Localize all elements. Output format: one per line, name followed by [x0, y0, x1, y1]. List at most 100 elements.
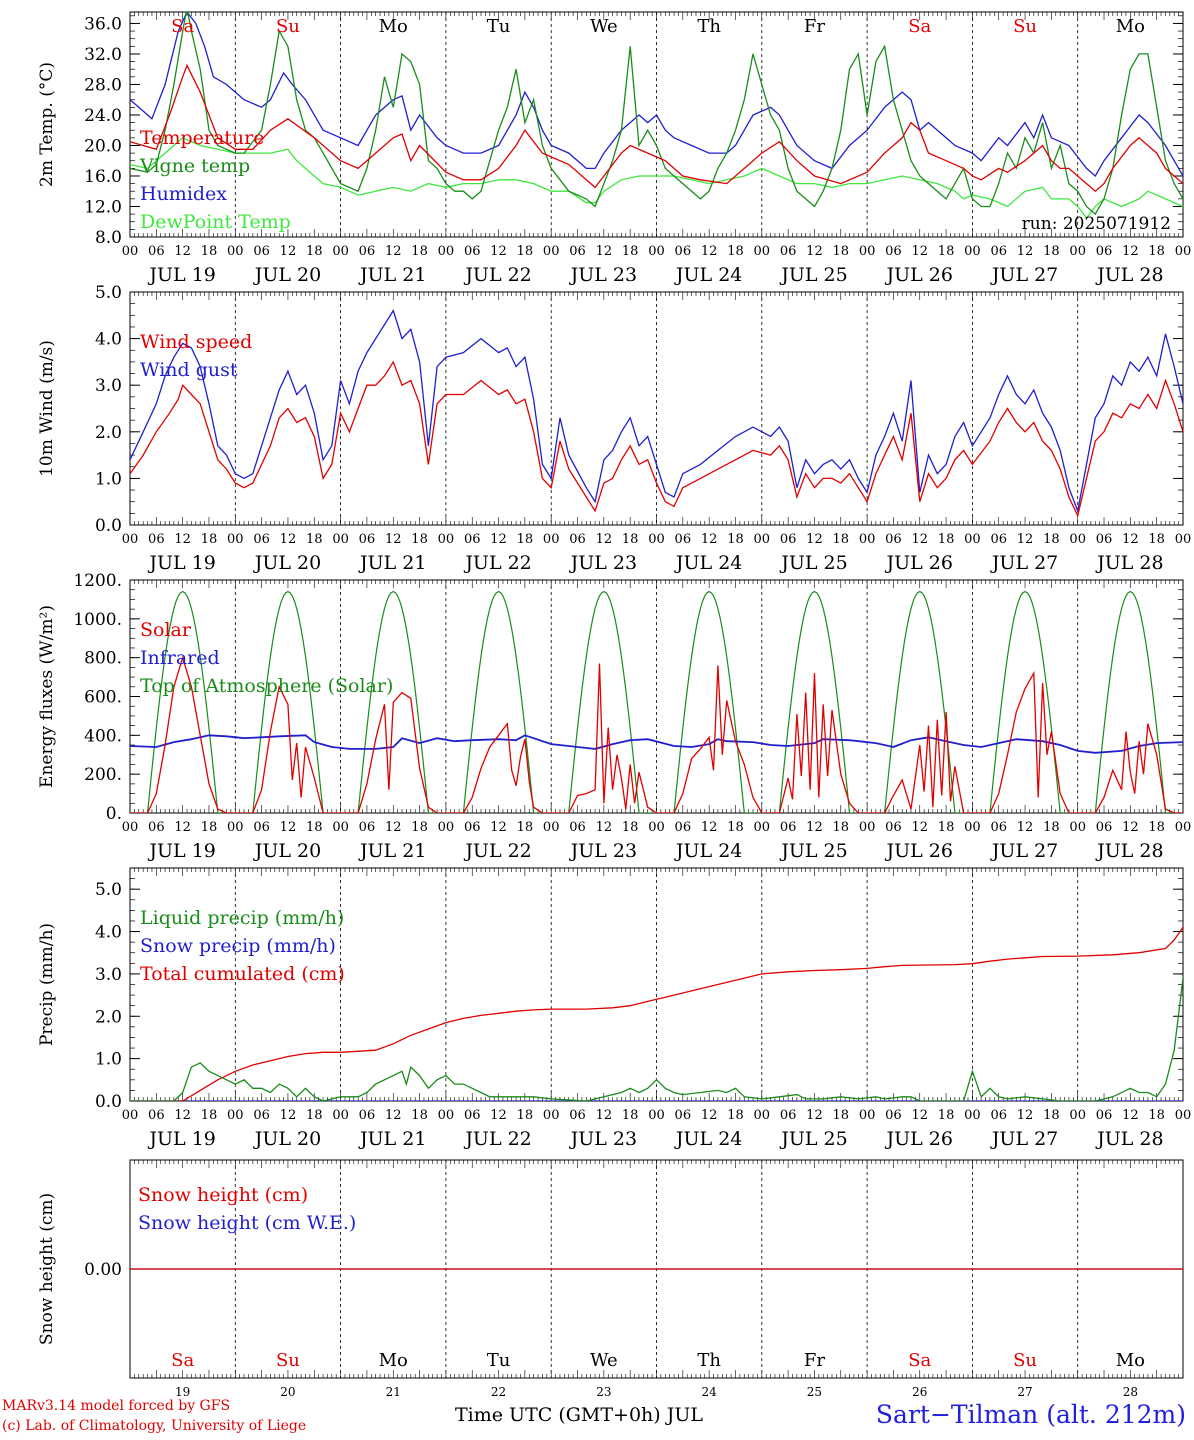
y-tick-label: 3.0 — [95, 376, 122, 396]
hour-tick-label: 00 — [1069, 1108, 1086, 1123]
hour-tick-label: 18 — [1148, 820, 1165, 835]
hour-tick-label: 12 — [385, 820, 402, 835]
hour-tick-label: 00 — [859, 532, 876, 547]
y-tick-label: 24.0 — [84, 106, 122, 126]
hour-tick-label: 18 — [201, 532, 218, 547]
hour-tick-label: 06 — [990, 532, 1007, 547]
legend-entry: Vigne temp — [139, 155, 250, 177]
date-label: JUL 28 — [1095, 1128, 1163, 1150]
series-group — [130, 309, 1183, 518]
y-tick-label: 8.0 — [95, 228, 122, 248]
y-tick-label: 4.0 — [95, 330, 122, 350]
hour-tick-label: 06 — [780, 244, 797, 259]
hour-tick-label: 00 — [1175, 820, 1192, 835]
hour-tick-label: 12 — [1017, 820, 1034, 835]
hour-tick-label: 00 — [227, 244, 244, 259]
hour-tick-label: 18 — [727, 532, 744, 547]
day-name-label: Sa — [908, 1350, 931, 1371]
hour-tick-label: 18 — [201, 1108, 218, 1123]
hour-tick-label: 18 — [727, 820, 744, 835]
hour-tick-label: 12 — [911, 532, 928, 547]
hour-tick-label: 18 — [727, 244, 744, 259]
legend-entry: Snow height (cm W.E.) — [138, 1212, 356, 1234]
hour-tick-label: 12 — [280, 532, 297, 547]
day-name-label: Fr — [804, 1350, 825, 1371]
hour-tick-label: 00 — [648, 244, 665, 259]
day-name-label: Su — [276, 16, 300, 37]
y-tick-label: 5.0 — [95, 283, 122, 303]
hour-tick-label: 06 — [1096, 820, 1113, 835]
panel-3: 0. 200. 400. 600. 800. 1000. 1200. Energy fluxe… — [37, 571, 1192, 862]
hour-tick-label: 12 — [490, 244, 507, 259]
hour-tick-label: 06 — [1096, 1108, 1113, 1123]
hour-tick-label: 06 — [569, 1108, 586, 1123]
y-tick-label: 0.00 — [84, 1260, 122, 1280]
date-label: JUL 27 — [990, 552, 1058, 574]
hour-tick-label: 06 — [253, 244, 270, 259]
date-label: JUL 21 — [358, 552, 426, 574]
y-tick-label: 2.0 — [95, 1007, 122, 1027]
y-tick-label: 400. — [84, 726, 122, 746]
hour-tick-label: 18 — [938, 244, 955, 259]
hour-tick-label: 00 — [1175, 1108, 1192, 1123]
date-label: JUL 28 — [1095, 264, 1163, 286]
date-label: JUL 23 — [569, 1128, 637, 1150]
series-group — [130, 12, 1183, 219]
series-line-wind-speed — [130, 360, 1183, 518]
hour-tick-label: 00 — [754, 1108, 771, 1123]
hour-tick-label: 06 — [569, 820, 586, 835]
date-label: JUL 21 — [358, 840, 426, 862]
day-number-label: 26 — [912, 1385, 927, 1399]
hour-tick-label: 18 — [833, 532, 850, 547]
date-label: JUL 28 — [1095, 840, 1163, 862]
hour-tick-label: 18 — [411, 244, 428, 259]
legend-entry: DewPoint Temp — [140, 211, 291, 233]
hour-tick-label: 12 — [174, 820, 191, 835]
hour-tick-label: 06 — [780, 532, 797, 547]
day-number-label: 21 — [386, 1385, 401, 1399]
panel-1: 8.0 12.0 16.0 20.0 24.0 28.0 32.0 36.0 2m Temp. … — [37, 11, 1191, 286]
legend-entry: Liquid precip (mm/h) — [140, 907, 344, 929]
date-label: JUL 26 — [885, 552, 953, 574]
series-line-humidex — [130, 12, 1183, 178]
hour-tick-label: 00 — [543, 244, 560, 259]
hour-tick-label: 12 — [911, 244, 928, 259]
day-name-label: We — [590, 16, 618, 37]
hour-tick-label: 06 — [148, 1108, 165, 1123]
hour-tick-label: 00 — [543, 820, 560, 835]
series-line-temperature — [130, 63, 1183, 193]
hour-tick-label: 18 — [938, 1108, 955, 1123]
y-tick-label: 2.0 — [95, 423, 122, 443]
y-axis-label: Precip (mm/h) — [37, 923, 57, 1046]
date-label: JUL 19 — [147, 264, 215, 286]
legend-entry: Solar — [140, 619, 192, 641]
hour-tick-label: 12 — [596, 532, 613, 547]
day-number-label: 19 — [175, 1385, 190, 1399]
y-tick-label: 28.0 — [84, 75, 122, 95]
hour-tick-label: 12 — [1017, 244, 1034, 259]
hour-tick-label: 12 — [701, 532, 718, 547]
hour-tick-label: 12 — [911, 820, 928, 835]
hour-tick-label: 06 — [148, 532, 165, 547]
hour-tick-label: 18 — [201, 820, 218, 835]
y-axis-label: Snow height (cm) — [37, 1193, 57, 1345]
series-group — [130, 925, 1183, 1101]
date-label: JUL 20 — [253, 552, 321, 574]
hour-tick-label: 00 — [1175, 532, 1192, 547]
hour-tick-label: 12 — [701, 244, 718, 259]
y-tick-label: 200. — [84, 765, 122, 785]
day-name-label: Th — [697, 1350, 721, 1371]
series-line-liquid-precip-mm-h- — [130, 975, 1183, 1101]
legend-entry: Top of Atmosphere (Solar) — [140, 675, 393, 697]
hour-tick-label: 12 — [1122, 244, 1139, 259]
hour-tick-label: 18 — [306, 1108, 323, 1123]
hour-tick-label: 06 — [1096, 532, 1113, 547]
date-label: JUL 21 — [358, 264, 426, 286]
hour-tick-label: 12 — [174, 532, 191, 547]
date-label: JUL 24 — [674, 840, 742, 862]
hour-tick-label: 18 — [411, 1108, 428, 1123]
hour-tick-label: 00 — [543, 532, 560, 547]
date-label: JUL 22 — [463, 552, 531, 574]
day-name-label: Tu — [487, 16, 511, 37]
y-tick-label: 800. — [84, 649, 122, 669]
